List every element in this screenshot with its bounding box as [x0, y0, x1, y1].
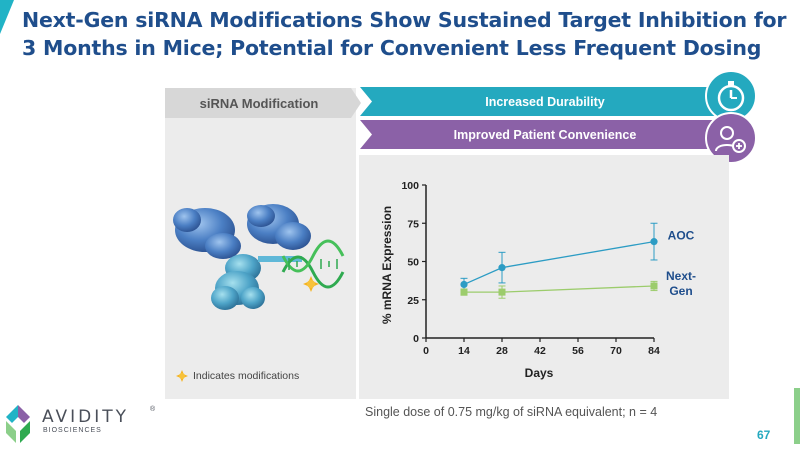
patient-icon — [715, 126, 746, 153]
sirna-helix-icon — [281, 239, 345, 289]
series-label-line: Gen — [669, 284, 692, 298]
series-label-line: Next- — [666, 269, 696, 283]
antibody-sirna-illustration — [173, 204, 345, 310]
data-point-aoc — [650, 238, 658, 246]
y-tick-label: 0 — [413, 333, 419, 345]
y-tick-label: 100 — [401, 180, 419, 192]
page-title: Next-Gen siRNA Modifications Show Sustai… — [22, 6, 792, 62]
x-tick-label: 0 — [423, 345, 429, 357]
x-tick-label: 28 — [496, 345, 508, 357]
mrna-expression-chart: 0 25 50 75 100 0 14 28 42 56 70 84 AOC Next-Gen Days… — [380, 180, 696, 380]
x-tick-label: 70 — [610, 345, 622, 357]
x-axis-label: Days — [525, 366, 554, 380]
corner-accent — [0, 0, 14, 34]
data-point-aoc — [460, 280, 468, 289]
series-label-aoc: AOC — [668, 229, 695, 243]
x-tick-label: 84 — [648, 345, 660, 357]
logo-wordmark: AVIDITY — [42, 407, 130, 427]
x-tick-label: 42 — [534, 345, 546, 357]
avidity-logo-icon — [6, 405, 30, 443]
data-point-next-gen — [650, 282, 658, 290]
page-number: 67 — [757, 428, 771, 442]
modification-legend: Indicates modifications — [176, 370, 299, 382]
banner-increased-durability: Increased Durability — [360, 87, 730, 116]
star-icon — [176, 370, 188, 382]
x-tick-label: 56 — [572, 345, 584, 357]
banner-convenience-label: Improved Patient Convenience — [453, 127, 637, 142]
banner-durability-label: Increased Durability — [485, 94, 605, 109]
side-accent — [794, 388, 800, 444]
data-point-next-gen — [460, 288, 468, 296]
banner-patient-convenience: Improved Patient Convenience — [360, 120, 730, 149]
title-line-2: 3 Months in Mice; Potential for Convenie… — [22, 36, 762, 60]
y-tick-label: 50 — [407, 257, 419, 269]
footnote: Single dose of 0.75 mg/kg of siRNA equiv… — [365, 405, 658, 419]
y-tick-label: 25 — [407, 295, 419, 307]
series-label-line: AOC — [668, 229, 695, 243]
logo-subtitle: BIOSCIENCES — [43, 427, 102, 434]
modification-header: siRNA Modification — [165, 88, 361, 118]
patient-badge — [705, 112, 757, 164]
series-line-next-gen — [464, 285, 655, 293]
data-point-next-gen — [498, 288, 506, 296]
linker-icon — [258, 256, 302, 262]
x-tick-label: 14 — [458, 345, 470, 357]
series-label-next-gen: Next-Gen — [666, 269, 696, 298]
logo-trademark: ® — [150, 406, 156, 413]
antibody-icon — [173, 204, 311, 310]
modification-star-icon — [303, 276, 319, 292]
title-line-1: Next-Gen siRNA Modifications Show Sustai… — [22, 8, 787, 32]
y-tick-label: 75 — [407, 218, 419, 230]
chart-panel — [359, 155, 729, 399]
stopwatch-icon — [717, 81, 745, 112]
y-axis-label: % mRNA Expression — [380, 206, 394, 324]
data-point-aoc — [498, 264, 506, 272]
legend-text: Indicates modifications — [193, 370, 300, 382]
series-line-aoc — [463, 240, 655, 286]
